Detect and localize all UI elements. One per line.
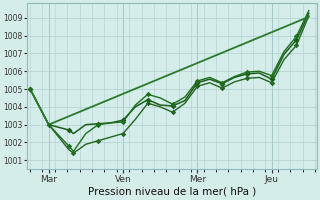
X-axis label: Pression niveau de la mer( hPa ): Pression niveau de la mer( hPa ) — [88, 187, 256, 197]
